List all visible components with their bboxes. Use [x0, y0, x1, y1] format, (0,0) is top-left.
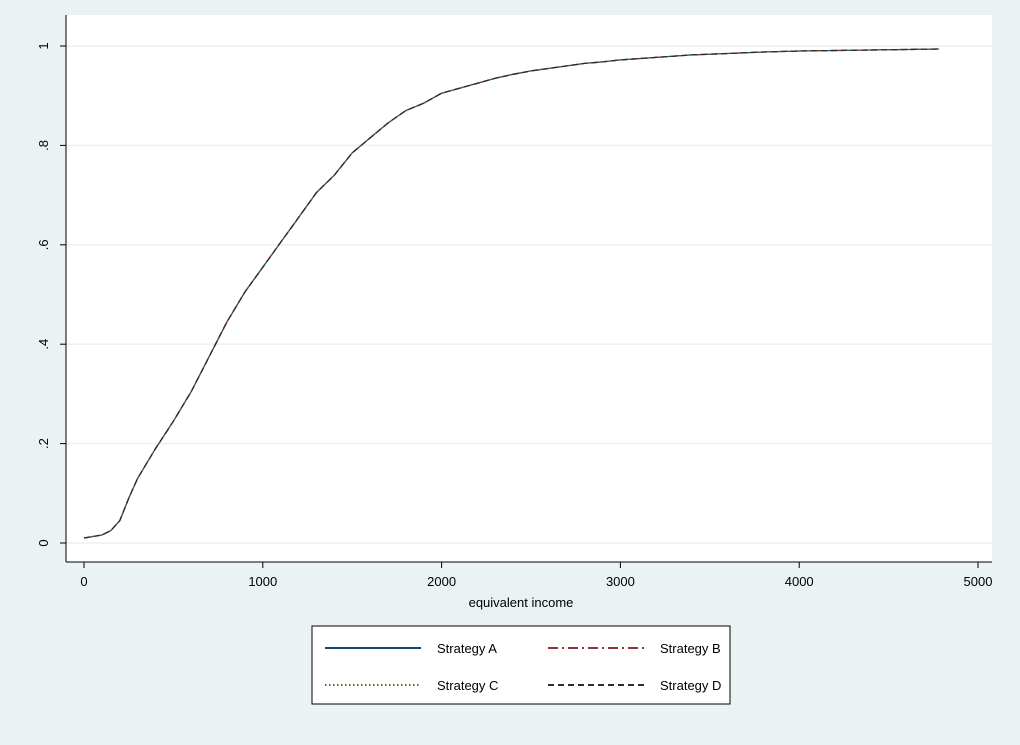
legend-label-2: Strategy B	[660, 641, 721, 656]
grid-layer	[66, 45, 992, 544]
plot-background	[66, 15, 992, 562]
y-tick-label: .8	[36, 140, 51, 151]
legend: Strategy A Strategy B Strategy C Strategy D	[311, 625, 731, 705]
legend-label-1: Strategy A	[437, 641, 497, 656]
y-tick-label: .4	[36, 339, 51, 350]
y-tick-label: 1	[36, 42, 51, 49]
y-tick-label: .2	[36, 438, 51, 449]
x-tick-label: 1000	[248, 574, 277, 589]
legend-box	[311, 625, 731, 705]
x-tick-label: 0	[80, 574, 87, 589]
y-tick-label: .6	[36, 239, 51, 250]
x-tick-label: 3000	[606, 574, 635, 589]
axes-layer: 0 1000 2000 3000 4000 5000 0 .2 .4 .6 .8 1	[36, 15, 992, 589]
y-tick-label: 0	[36, 539, 51, 546]
x-axis-title: equivalent income	[469, 595, 574, 610]
series-layer	[83, 48, 939, 539]
x-tick-label: 5000	[964, 574, 993, 589]
legend-label-4: Strategy D	[660, 678, 721, 693]
series-line-4	[83, 48, 939, 539]
x-tick-label: 4000	[785, 574, 814, 589]
legend-label-3: Strategy C	[437, 678, 498, 693]
x-tick-label: 2000	[427, 574, 456, 589]
